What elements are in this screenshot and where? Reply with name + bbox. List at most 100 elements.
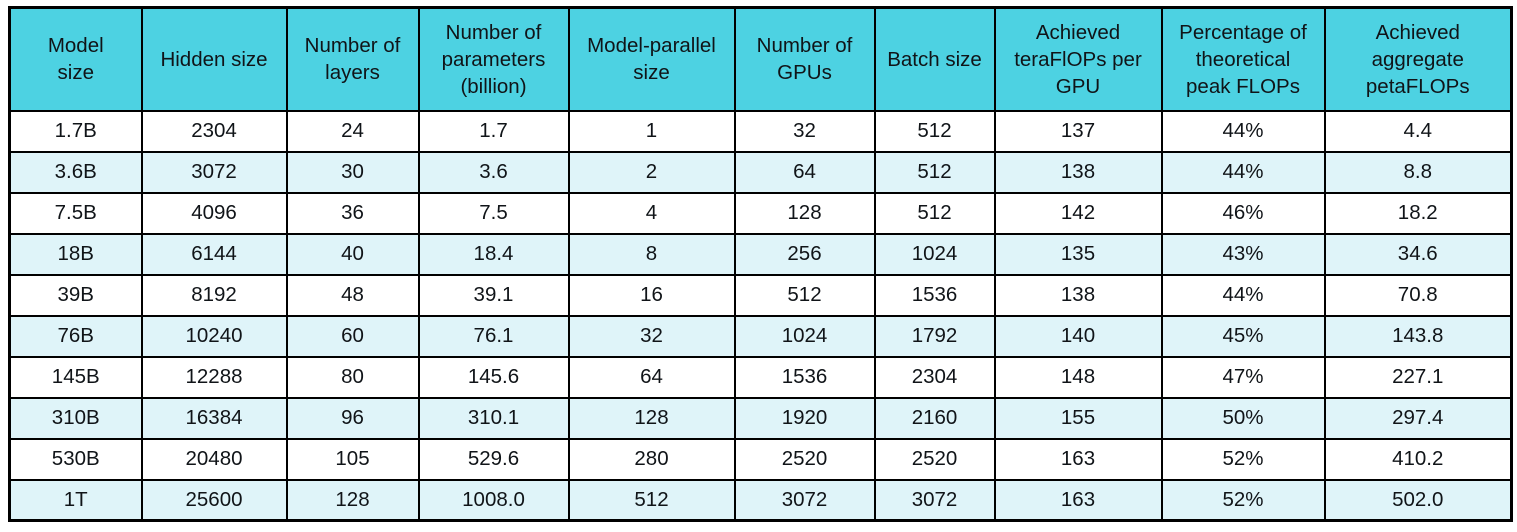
cell-percentage-theoretical-peak-flops: 52% bbox=[1160, 437, 1326, 481]
cell-number-of-parameters-billion: 7.5 bbox=[417, 191, 570, 235]
cell-achieved-aggregate-petaflops: 8.8 bbox=[1323, 150, 1513, 194]
cell-achieved-teraflops-per-gpu: 148 bbox=[993, 355, 1163, 399]
cell-number-of-gpus: 1920 bbox=[733, 396, 876, 440]
cell-percentage-theoretical-peak-flops: 44% bbox=[1160, 273, 1326, 317]
cell-model-parallel-size: 8 bbox=[567, 232, 736, 276]
column-header-achieved-aggregate-petaflops: Achieved aggregate petaFLOPs bbox=[1323, 6, 1513, 112]
cell-batch-size: 512 bbox=[873, 109, 996, 153]
cell-achieved-teraflops-per-gpu: 138 bbox=[993, 273, 1163, 317]
cell-achieved-teraflops-per-gpu: 163 bbox=[993, 437, 1163, 481]
cell-model-size: 18B bbox=[8, 232, 143, 276]
cell-percentage-theoretical-peak-flops: 47% bbox=[1160, 355, 1326, 399]
column-header-number-of-parameters-billion: Number of parameters (billion) bbox=[417, 6, 570, 112]
table-row-1t: 1T 25600 128 1008.0 512 3072 3072 163 52% 502.0 bbox=[8, 478, 1513, 522]
cell-model-size: 310B bbox=[8, 396, 143, 440]
table-row-145b: 145B 12288 80 145.6 64 1536 2304 148 47% 227.1 bbox=[8, 355, 1513, 399]
cell-number-of-parameters-billion: 1.7 bbox=[417, 109, 570, 153]
cell-hidden-size: 10240 bbox=[140, 314, 288, 358]
cell-achieved-aggregate-petaflops: 34.6 bbox=[1323, 232, 1513, 276]
table-body: 1.7B 2304 24 1.7 1 32 512 137 44% 4.4 3.6B 3072 30 3.… bbox=[8, 109, 1513, 522]
column-header-model-size: Model size bbox=[8, 6, 143, 112]
cell-model-parallel-size: 32 bbox=[567, 314, 736, 358]
cell-number-of-layers: 24 bbox=[285, 109, 420, 153]
table-row-3.6b: 3.6B 3072 30 3.6 2 64 512 138 44% 8.8 bbox=[8, 150, 1513, 194]
cell-batch-size: 1536 bbox=[873, 273, 996, 317]
cell-batch-size: 3072 bbox=[873, 478, 996, 522]
table-row-7.5b: 7.5B 4096 36 7.5 4 128 512 142 46% 18.2 bbox=[8, 191, 1513, 235]
table-row-530b: 530B 20480 105 529.6 280 2520 2520 163 52% 410.2 bbox=[8, 437, 1513, 481]
cell-number-of-parameters-billion: 145.6 bbox=[417, 355, 570, 399]
cell-number-of-gpus: 256 bbox=[733, 232, 876, 276]
cell-achieved-aggregate-petaflops: 502.0 bbox=[1323, 478, 1513, 522]
table-row-310b: 310B 16384 96 310.1 128 1920 2160 155 50% 297.4 bbox=[8, 396, 1513, 440]
cell-model-parallel-size: 1 bbox=[567, 109, 736, 153]
cell-model-parallel-size: 64 bbox=[567, 355, 736, 399]
cell-batch-size: 1024 bbox=[873, 232, 996, 276]
cell-number-of-parameters-billion: 39.1 bbox=[417, 273, 570, 317]
cell-hidden-size: 3072 bbox=[140, 150, 288, 194]
cell-number-of-layers: 48 bbox=[285, 273, 420, 317]
header-row: Model size Hidden size Number of layers Num… bbox=[8, 6, 1513, 112]
cell-number-of-layers: 36 bbox=[285, 191, 420, 235]
cell-number-of-parameters-billion: 18.4 bbox=[417, 232, 570, 276]
cell-batch-size: 1792 bbox=[873, 314, 996, 358]
cell-model-size: 39B bbox=[8, 273, 143, 317]
cell-achieved-teraflops-per-gpu: 135 bbox=[993, 232, 1163, 276]
column-header-batch-size: Batch size bbox=[873, 6, 996, 112]
cell-number-of-layers: 40 bbox=[285, 232, 420, 276]
column-header-achieved-teraflops-per-gpu: Achieved teraFlOPs per GPU bbox=[993, 6, 1163, 112]
cell-achieved-aggregate-petaflops: 227.1 bbox=[1323, 355, 1513, 399]
cell-number-of-gpus: 1024 bbox=[733, 314, 876, 358]
cell-model-parallel-size: 16 bbox=[567, 273, 736, 317]
column-header-model-parallel-size: Model-parallel size bbox=[567, 6, 736, 112]
column-header-number-of-layers: Number of layers bbox=[285, 6, 420, 112]
cell-number-of-layers: 96 bbox=[285, 396, 420, 440]
cell-achieved-teraflops-per-gpu: 137 bbox=[993, 109, 1163, 153]
cell-achieved-teraflops-per-gpu: 142 bbox=[993, 191, 1163, 235]
cell-model-size: 1T bbox=[8, 478, 143, 522]
table-row-39b: 39B 8192 48 39.1 16 512 1536 138 44% 70.8 bbox=[8, 273, 1513, 317]
cell-percentage-theoretical-peak-flops: 52% bbox=[1160, 478, 1326, 522]
cell-percentage-theoretical-peak-flops: 44% bbox=[1160, 109, 1326, 153]
cell-batch-size: 2304 bbox=[873, 355, 996, 399]
cell-number-of-parameters-billion: 76.1 bbox=[417, 314, 570, 358]
cell-achieved-aggregate-petaflops: 18.2 bbox=[1323, 191, 1513, 235]
cell-achieved-aggregate-petaflops: 4.4 bbox=[1323, 109, 1513, 153]
cell-number-of-gpus: 3072 bbox=[733, 478, 876, 522]
cell-hidden-size: 2304 bbox=[140, 109, 288, 153]
cell-number-of-gpus: 32 bbox=[733, 109, 876, 153]
column-header-percentage-theoretical-peak-flops: Percentage of theoretical peak FLOPs bbox=[1160, 6, 1326, 112]
cell-number-of-parameters-billion: 310.1 bbox=[417, 396, 570, 440]
cell-percentage-theoretical-peak-flops: 46% bbox=[1160, 191, 1326, 235]
cell-number-of-gpus: 128 bbox=[733, 191, 876, 235]
cell-achieved-aggregate-petaflops: 143.8 bbox=[1323, 314, 1513, 358]
table-row-18b: 18B 6144 40 18.4 8 256 1024 135 43% 34.6 bbox=[8, 232, 1513, 276]
cell-percentage-theoretical-peak-flops: 50% bbox=[1160, 396, 1326, 440]
cell-hidden-size: 25600 bbox=[140, 478, 288, 522]
cell-model-size: 530B bbox=[8, 437, 143, 481]
cell-model-parallel-size: 512 bbox=[567, 478, 736, 522]
cell-model-size: 3.6B bbox=[8, 150, 143, 194]
cell-number-of-gpus: 1536 bbox=[733, 355, 876, 399]
cell-number-of-layers: 128 bbox=[285, 478, 420, 522]
cell-batch-size: 2160 bbox=[873, 396, 996, 440]
cell-percentage-theoretical-peak-flops: 44% bbox=[1160, 150, 1326, 194]
cell-achieved-aggregate-petaflops: 70.8 bbox=[1323, 273, 1513, 317]
cell-hidden-size: 20480 bbox=[140, 437, 288, 481]
cell-hidden-size: 6144 bbox=[140, 232, 288, 276]
cell-batch-size: 512 bbox=[873, 191, 996, 235]
cell-model-size: 76B bbox=[8, 314, 143, 358]
cell-achieved-teraflops-per-gpu: 163 bbox=[993, 478, 1163, 522]
cell-number-of-layers: 30 bbox=[285, 150, 420, 194]
cell-hidden-size: 4096 bbox=[140, 191, 288, 235]
cell-achieved-teraflops-per-gpu: 140 bbox=[993, 314, 1163, 358]
cell-model-parallel-size: 2 bbox=[567, 150, 736, 194]
column-header-number-of-gpus: Number of GPUs bbox=[733, 6, 876, 112]
cell-batch-size: 512 bbox=[873, 150, 996, 194]
cell-percentage-theoretical-peak-flops: 45% bbox=[1160, 314, 1326, 358]
cell-model-parallel-size: 4 bbox=[567, 191, 736, 235]
cell-hidden-size: 8192 bbox=[140, 273, 288, 317]
table-row-76b: 76B 10240 60 76.1 32 1024 1792 140 45% 143.8 bbox=[8, 314, 1513, 358]
cell-number-of-layers: 105 bbox=[285, 437, 420, 481]
cell-percentage-theoretical-peak-flops: 43% bbox=[1160, 232, 1326, 276]
